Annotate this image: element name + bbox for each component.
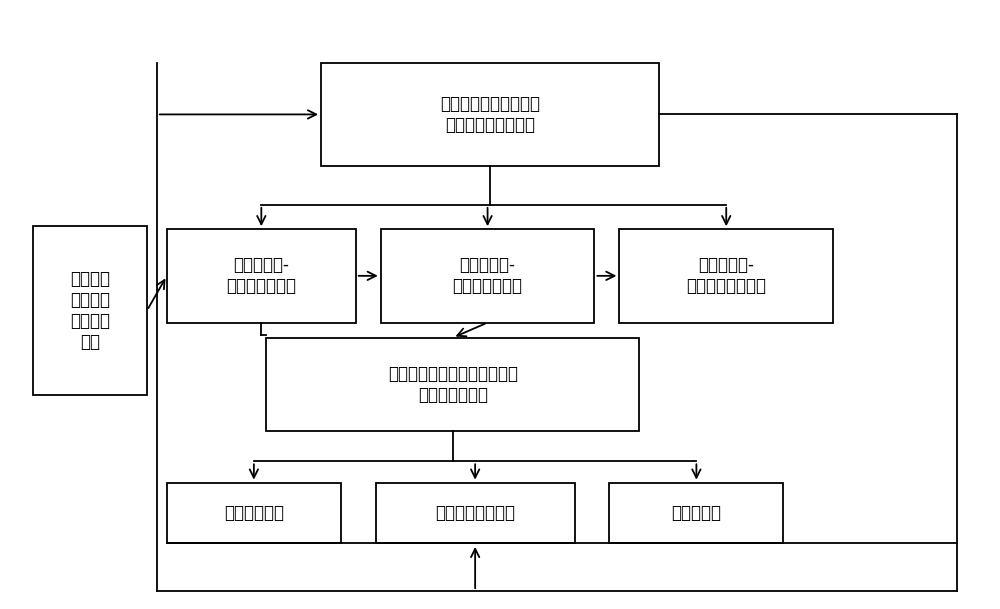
- Text: 明确储层
沥青和天
然气成因
联系: 明确储层 沥青和天 然气成因 联系: [70, 270, 110, 351]
- Text: 有机成因气-
无机成因气判别: 有机成因气- 无机成因气判别: [226, 256, 296, 295]
- Text: 腐泥油型气-
腐殖煤型气判别: 腐泥油型气- 腐殖煤型气判别: [453, 256, 523, 295]
- FancyBboxPatch shape: [381, 229, 594, 323]
- FancyBboxPatch shape: [167, 482, 341, 543]
- Text: 天然气成因判别，确定
天然气为原油裂解气: 天然气成因判别，确定 天然气为原油裂解气: [440, 95, 540, 134]
- FancyBboxPatch shape: [609, 482, 783, 543]
- FancyBboxPatch shape: [619, 229, 833, 323]
- Text: 沥青镜下特征: 沥青镜下特征: [224, 504, 284, 522]
- Text: 沥青储层分布特征: 沥青储层分布特征: [435, 504, 515, 522]
- FancyBboxPatch shape: [167, 229, 356, 323]
- Text: 储层沥青成因判别，确定沥青
为原油裂解成因: 储层沥青成因判别，确定沥青 为原油裂解成因: [388, 365, 518, 404]
- FancyBboxPatch shape: [33, 226, 147, 395]
- FancyBboxPatch shape: [321, 63, 659, 166]
- FancyBboxPatch shape: [266, 337, 639, 431]
- FancyBboxPatch shape: [376, 482, 575, 543]
- Text: 原油裂解气-
干酪根裂解气判别: 原油裂解气- 干酪根裂解气判别: [686, 256, 766, 295]
- Text: 沥青成熟度: 沥青成熟度: [671, 504, 721, 522]
